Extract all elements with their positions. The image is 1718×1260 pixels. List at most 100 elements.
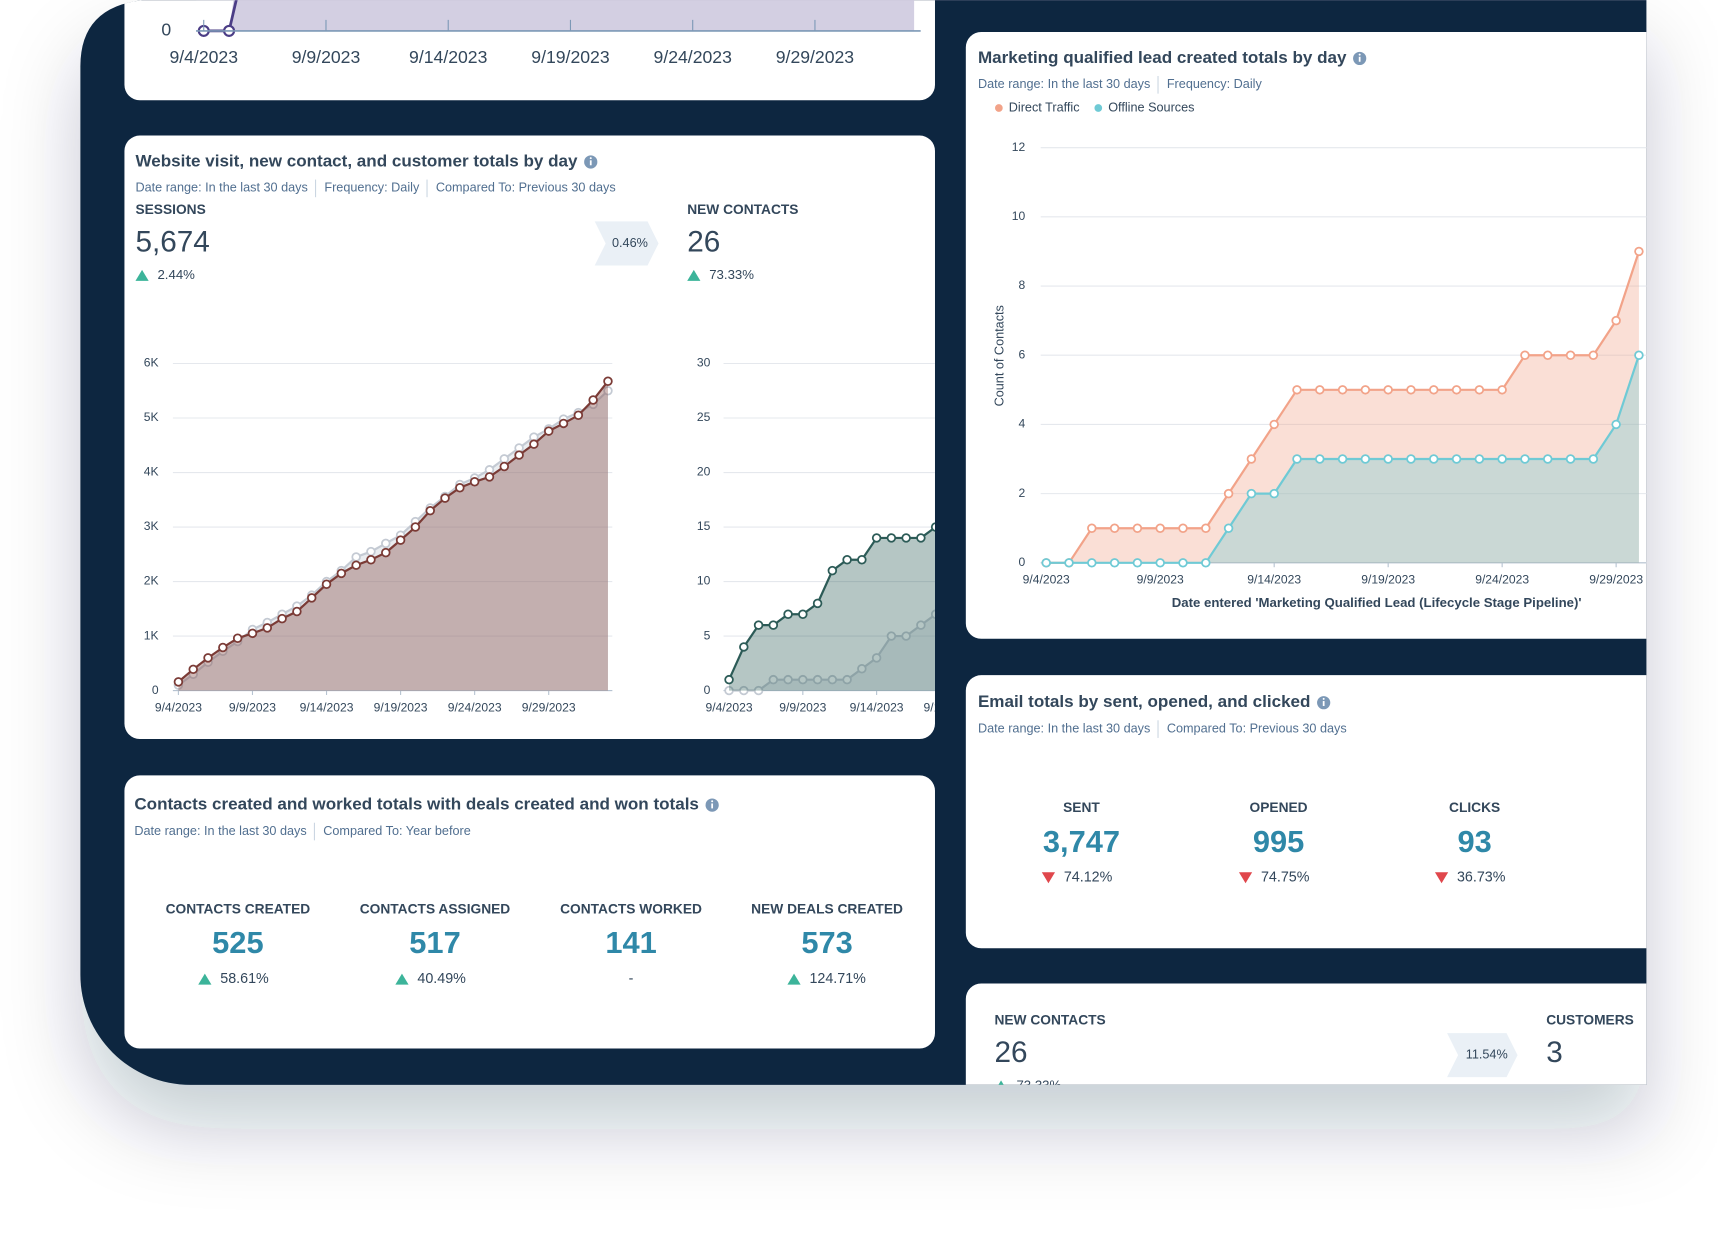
data-point [1223, 523, 1234, 533]
trend-arrow [1041, 872, 1056, 884]
data-point [499, 461, 510, 472]
info-icon-mark [1358, 53, 1361, 56]
data-point [306, 593, 317, 603]
kpi-value: 573 [801, 925, 852, 960]
info-icon-mark [1322, 701, 1325, 706]
data-point [425, 505, 435, 516]
mql-chart: 0 2 4 6 8 10 12 9/4/2023 9/9/2023 9/14/2023 9/19/2… [1012, 140, 1647, 587]
trend-arrow [135, 269, 149, 281]
meta-item: Compared To: Previous 30 days [436, 181, 616, 195]
data-point [1064, 558, 1074, 568]
data-point [739, 642, 749, 652]
data-point [798, 674, 808, 685]
x-tick-label: 9/29/2023 [776, 47, 855, 67]
info-icon-mark [711, 803, 714, 809]
kpi-change: 74.75% [1261, 870, 1310, 886]
x-tick-label: 9/4/2023 [1023, 573, 1070, 587]
data-point [603, 386, 613, 396]
data-point [1565, 454, 1576, 464]
data-point [588, 395, 598, 405]
x-tick-label: 9/14/2023 [1247, 573, 1301, 587]
data-point [1634, 246, 1644, 257]
x-tick-label: 9/24/2023 [1475, 573, 1529, 587]
area-fill [729, 516, 935, 691]
y-tick-label: 0 [161, 20, 171, 40]
panel-content: 9/4/2023 9/9/2023 9/14/2023 9/19/2023 9/24/2… [124, 0, 1647, 1085]
kpi-label: CLICKS [1449, 800, 1500, 815]
data-point [886, 533, 897, 543]
data-point [455, 483, 465, 493]
info-icon-mark [1358, 56, 1361, 62]
data-point [1429, 385, 1439, 395]
data-point [1565, 350, 1576, 360]
data-point [1451, 385, 1462, 395]
data-point [1246, 488, 1257, 499]
x-tick-label: 9/24/2023 [654, 47, 733, 67]
data-point [916, 620, 926, 630]
kpi-change: - [629, 971, 634, 987]
kpi-change: 2.44% [157, 267, 195, 282]
data-point [1474, 454, 1485, 464]
kpi-change: 73.33% [709, 267, 754, 282]
data-point [1611, 419, 1621, 430]
data-point [1041, 558, 1051, 568]
data-point [410, 522, 421, 532]
meta-item: Frequency: Daily [324, 181, 420, 195]
data-point [753, 620, 764, 630]
data-point [1474, 385, 1485, 395]
data-point [188, 664, 198, 675]
area-fill [729, 603, 935, 691]
kpi-value: 995 [1253, 824, 1304, 859]
data-point [1087, 523, 1097, 533]
area-fill [178, 381, 608, 691]
data-point [499, 454, 510, 464]
data-point [351, 560, 361, 570]
x-tick-label: 9/19/2023 [923, 700, 977, 714]
y-tick-label: 30 [697, 356, 711, 370]
data-point [1383, 385, 1393, 395]
data-point [262, 623, 273, 633]
data-point [1109, 523, 1120, 533]
data-point [812, 598, 823, 609]
x-tick-label: 9/24/2023 [448, 700, 502, 714]
y-tick-label: 2K [144, 574, 159, 588]
data-point [1292, 454, 1302, 464]
x-tick-label: 9/14/2023 [850, 700, 904, 714]
card [965, 983, 1647, 1085]
kpi-value: 525 [212, 925, 263, 960]
data-point [724, 685, 734, 696]
data-point [798, 609, 808, 619]
data-point [812, 674, 823, 685]
data-point [395, 535, 406, 545]
x-tick-label: 9/19/2023 [1361, 573, 1415, 587]
data-point [440, 493, 450, 503]
y-tick-label: 4K [144, 465, 159, 479]
data-point [543, 426, 554, 436]
kpi-label: CONTACTS CREATED [166, 901, 311, 916]
kpi-value: 26 [994, 1036, 1027, 1069]
data-point [321, 579, 332, 590]
x-tick-label: 9/9/2023 [229, 700, 276, 714]
data-point [381, 538, 391, 549]
data-point [514, 450, 524, 460]
data-point [1543, 350, 1553, 360]
x-tick-label: 9/4/2023 [705, 700, 752, 714]
data-point [871, 533, 882, 543]
data-point [724, 674, 734, 685]
data-point [366, 555, 376, 565]
legend-dot [1094, 104, 1103, 112]
x-tick-label: 9/9/2023 [1137, 573, 1184, 587]
badge [594, 221, 659, 266]
data-point [1337, 454, 1348, 464]
area-fill [1046, 251, 1639, 563]
data-point [842, 674, 852, 685]
data-point [1520, 350, 1530, 360]
y-tick-label: 6 [1019, 347, 1026, 361]
kpi-change: 36.73% [1457, 870, 1506, 886]
kpi-value: 3,747 [1043, 824, 1120, 859]
kpi-label: SENT [1063, 800, 1100, 815]
trend-arrow [787, 973, 801, 985]
data-point [1451, 454, 1462, 464]
trend-arrow [198, 973, 212, 985]
